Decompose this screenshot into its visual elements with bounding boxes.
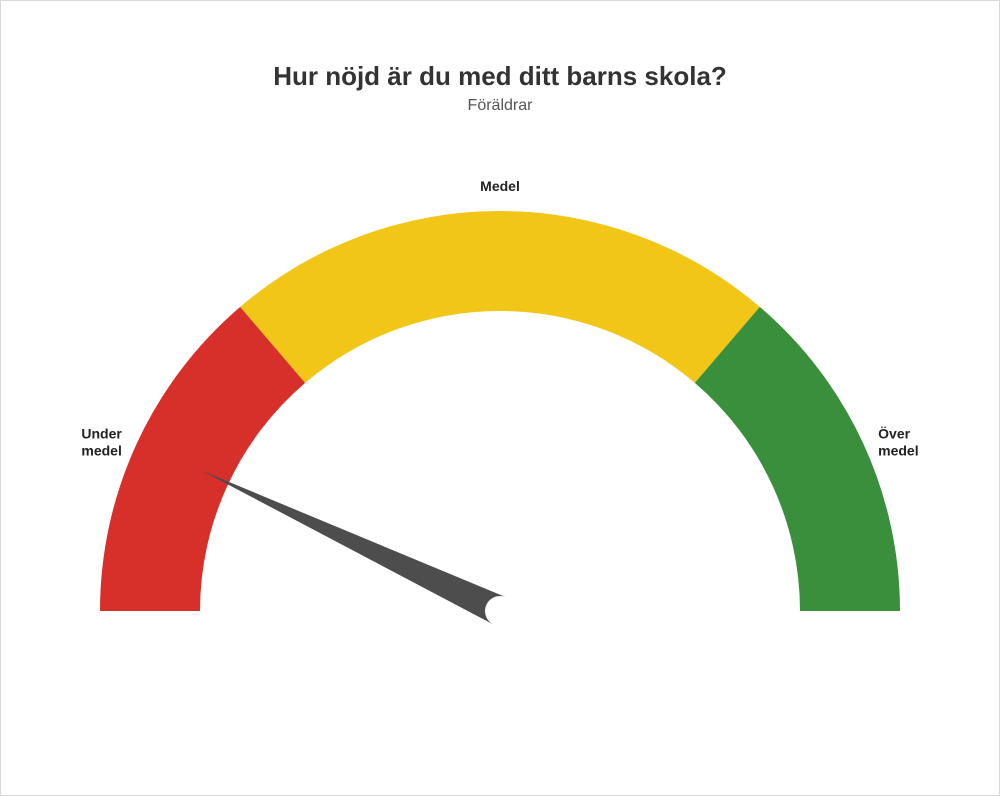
gauge-segment-label-1: Medel xyxy=(480,178,520,194)
gauge-needle xyxy=(201,470,506,624)
chart-frame: Hur nöjd är du med ditt barns skola? För… xyxy=(0,0,1000,796)
gauge-segment-label-2: Övermedel xyxy=(878,426,918,459)
gauge-segment-label-0: Undermedel xyxy=(81,426,122,459)
gauge-chart: Undermedel Medel Övermedel xyxy=(1,141,999,701)
chart-subtitle: Föräldrar xyxy=(1,97,999,115)
gauge-segment-1 xyxy=(240,211,760,383)
gauge-segment-0 xyxy=(100,307,305,611)
gauge-segment-2 xyxy=(695,307,900,611)
chart-title: Hur nöjd är du med ditt barns skola? xyxy=(1,61,999,92)
gauge-svg: Undermedel Medel Övermedel xyxy=(50,141,950,701)
